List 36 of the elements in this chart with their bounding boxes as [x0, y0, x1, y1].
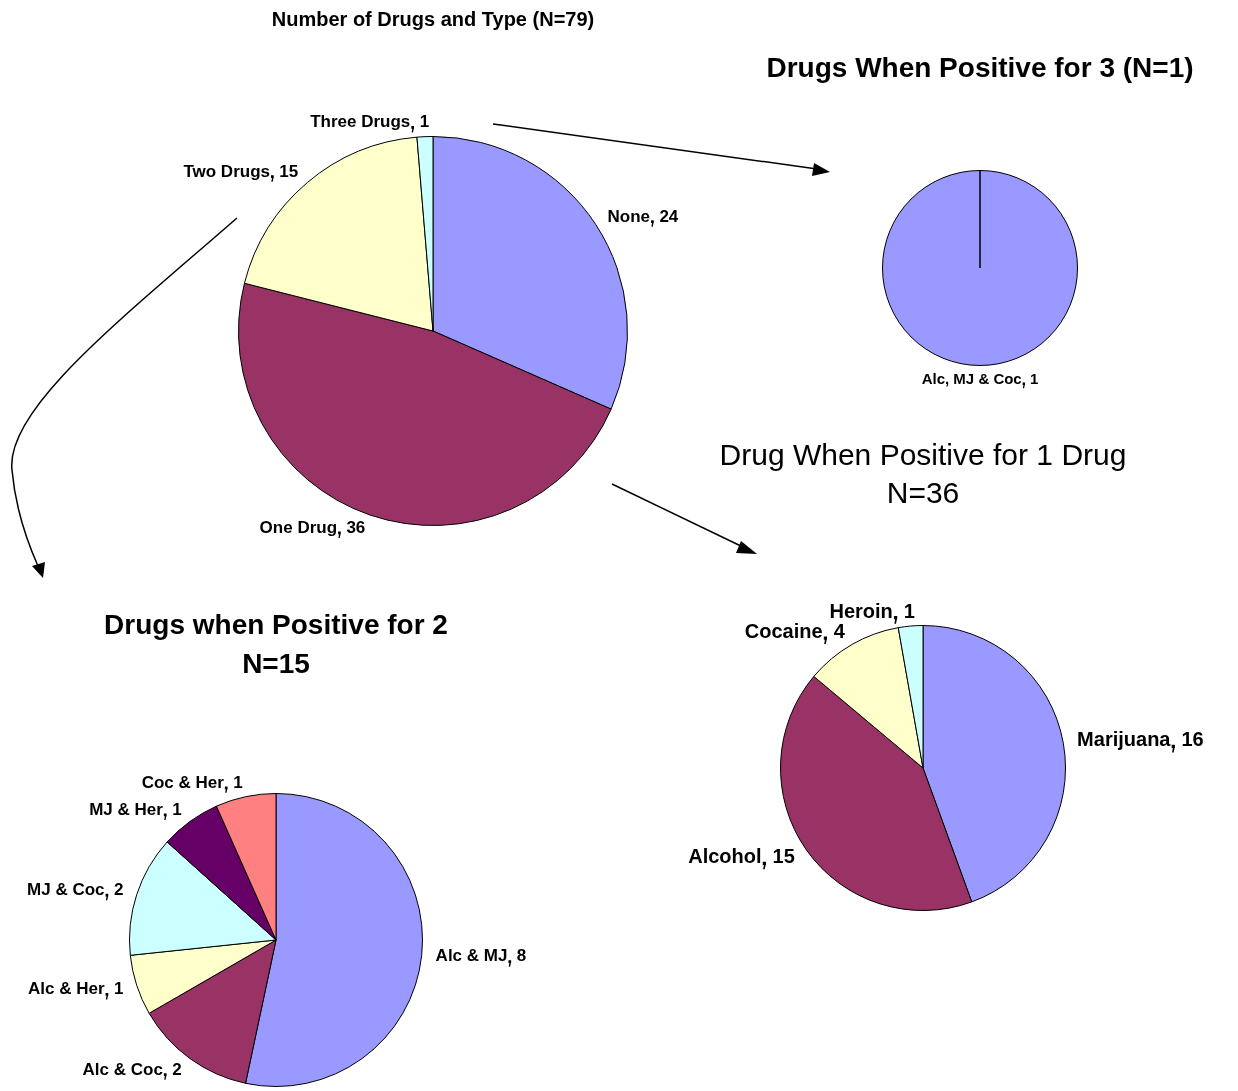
- slice-label: Alc & Her: [28, 979, 105, 999]
- chart-title: Drugs When Positive for 3 (N=1): [766, 52, 1194, 84]
- data-label: 16: [1181, 728, 1204, 751]
- data-label: 15: [279, 161, 299, 181]
- slice-label: Alc & Coc: [82, 1059, 163, 1079]
- slice-label: Heroin: [829, 599, 893, 622]
- slice-label: Cocaine: [744, 619, 823, 642]
- chart-title: Drugs when Positive for 2: [104, 609, 448, 641]
- slice-label: One Drug: [259, 517, 338, 537]
- data-label: 24: [659, 206, 679, 226]
- data-label: 1: [419, 112, 430, 132]
- data-label: 4: [833, 619, 846, 642]
- slice-label: Alc & MJ: [435, 946, 508, 966]
- chart-title: Number of Drugs and Type (N=79): [271, 8, 595, 31]
- data-label: 2: [172, 1059, 182, 1079]
- slice-label: MJ & Her: [89, 799, 164, 819]
- chart-subtitle: N=36: [886, 476, 960, 510]
- data-label: 15: [772, 845, 795, 868]
- data-label: 2: [113, 880, 124, 900]
- data-label: 1: [172, 799, 182, 819]
- data-label: 36: [346, 517, 366, 537]
- slice-label: MJ & Coc: [27, 880, 105, 900]
- data-label: 8: [516, 946, 527, 966]
- chart-title: Drug When Positive for 1 Drug: [719, 438, 1127, 472]
- data-label: 1: [113, 979, 124, 999]
- data-label: 1: [903, 599, 915, 622]
- slice-label: Two Drugs: [183, 161, 270, 181]
- slice-label: Marijuana: [1077, 728, 1172, 751]
- slice-label: Alc, MJ & Coc: [921, 369, 1022, 387]
- slice-label: Coc & Her: [141, 772, 225, 792]
- data-label: 1: [1029, 369, 1039, 387]
- chart-subtitle: N=15: [242, 648, 310, 680]
- slice-label: Three Drugs: [310, 112, 411, 132]
- slice-label: None: [607, 206, 651, 226]
- data-label: 1: [233, 772, 243, 792]
- slice-label: Alcohol: [688, 845, 762, 868]
